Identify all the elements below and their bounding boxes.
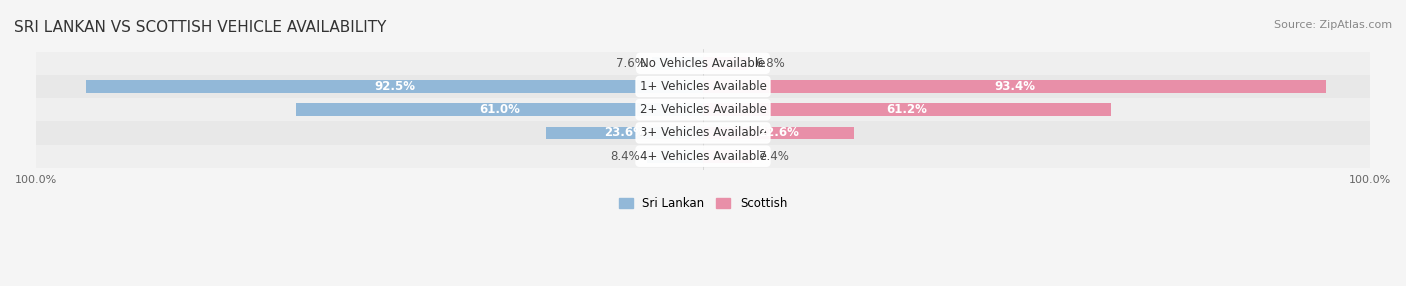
Bar: [546, 127, 703, 139]
Bar: [703, 150, 752, 162]
Bar: [703, 80, 1326, 93]
Text: 23.6%: 23.6%: [603, 126, 645, 140]
Text: 4+ Vehicles Available: 4+ Vehicles Available: [640, 150, 766, 163]
Legend: Sri Lankan, Scottish: Sri Lankan, Scottish: [614, 192, 792, 215]
Bar: [37, 75, 1369, 98]
Bar: [652, 57, 703, 70]
Text: 61.0%: 61.0%: [479, 103, 520, 116]
Text: 93.4%: 93.4%: [994, 80, 1035, 93]
Bar: [647, 150, 703, 162]
Text: SRI LANKAN VS SCOTTISH VEHICLE AVAILABILITY: SRI LANKAN VS SCOTTISH VEHICLE AVAILABIL…: [14, 20, 387, 35]
Bar: [37, 98, 1369, 121]
Bar: [297, 103, 703, 116]
Text: 6.8%: 6.8%: [755, 57, 785, 70]
Bar: [86, 80, 703, 93]
Text: 2+ Vehicles Available: 2+ Vehicles Available: [640, 103, 766, 116]
Bar: [37, 144, 1369, 168]
Text: 92.5%: 92.5%: [374, 80, 415, 93]
Text: No Vehicles Available: No Vehicles Available: [640, 57, 766, 70]
Text: 3+ Vehicles Available: 3+ Vehicles Available: [640, 126, 766, 140]
Text: Source: ZipAtlas.com: Source: ZipAtlas.com: [1274, 20, 1392, 30]
Text: 7.6%: 7.6%: [616, 57, 645, 70]
Text: 61.2%: 61.2%: [887, 103, 928, 116]
Text: 8.4%: 8.4%: [610, 150, 640, 163]
Bar: [37, 121, 1369, 144]
Bar: [703, 57, 748, 70]
Bar: [37, 52, 1369, 75]
Text: 1+ Vehicles Available: 1+ Vehicles Available: [640, 80, 766, 93]
Bar: [703, 127, 853, 139]
Bar: [703, 103, 1111, 116]
Text: 22.6%: 22.6%: [758, 126, 799, 140]
Text: 7.4%: 7.4%: [759, 150, 789, 163]
